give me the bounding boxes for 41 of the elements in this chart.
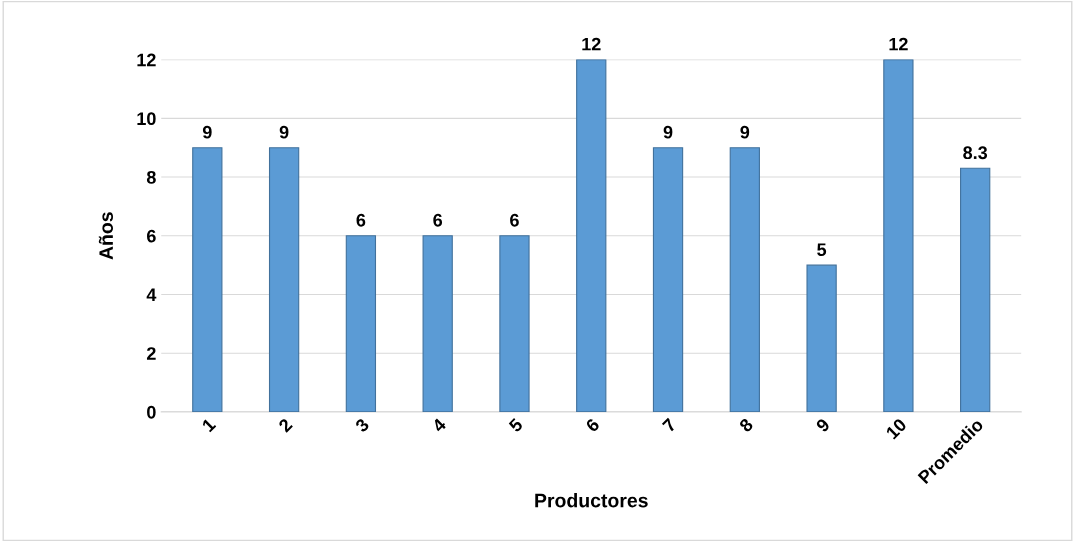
x-tick-label: 1 bbox=[201, 417, 217, 433]
data-label: 12 bbox=[582, 37, 601, 51]
x-tick-label: 6 bbox=[584, 417, 601, 433]
bar bbox=[576, 59, 607, 412]
data-label: 9 bbox=[279, 125, 289, 139]
bar bbox=[652, 147, 684, 412]
y-axis-title: Años bbox=[98, 212, 114, 260]
data-label: 9 bbox=[740, 125, 750, 139]
y-tick-label: 0 bbox=[147, 405, 156, 419]
y-tick-label: 6 bbox=[147, 229, 156, 243]
bar bbox=[960, 167, 991, 412]
data-label: 8.3 bbox=[963, 146, 988, 160]
bar bbox=[422, 235, 453, 412]
y-tick-label: 10 bbox=[137, 112, 156, 126]
data-label: 6 bbox=[356, 213, 366, 227]
data-label: 12 bbox=[889, 37, 908, 51]
x-tick-label: 9 bbox=[815, 417, 831, 433]
x-tick-label: 5 bbox=[508, 417, 524, 433]
x-tick-label: 4 bbox=[431, 417, 447, 433]
bar bbox=[729, 147, 760, 412]
x-tick-label: 2 bbox=[277, 417, 293, 433]
x-tick-label: 8 bbox=[738, 417, 754, 433]
data-label: 9 bbox=[202, 125, 212, 139]
bar bbox=[499, 235, 530, 412]
x-tick-label: 7 bbox=[661, 417, 677, 433]
bar bbox=[268, 147, 300, 412]
x-axis-title: Productores bbox=[535, 493, 648, 508]
y-tick-label: 2 bbox=[146, 347, 156, 360]
data-label: 5 bbox=[817, 243, 827, 256]
bar bbox=[192, 147, 223, 412]
data-label: 9 bbox=[663, 125, 673, 139]
data-label: 6 bbox=[433, 213, 443, 227]
bar bbox=[883, 59, 914, 412]
x-tick-label: 10 bbox=[885, 417, 908, 440]
bar bbox=[806, 264, 837, 412]
x-tick-label: 3 bbox=[354, 417, 370, 433]
y-tick-label: 12 bbox=[137, 53, 156, 67]
y-tick-label: 4 bbox=[146, 288, 157, 302]
y-tick-label: 8 bbox=[146, 170, 156, 184]
bar bbox=[345, 235, 377, 412]
data-label: 6 bbox=[510, 213, 519, 227]
